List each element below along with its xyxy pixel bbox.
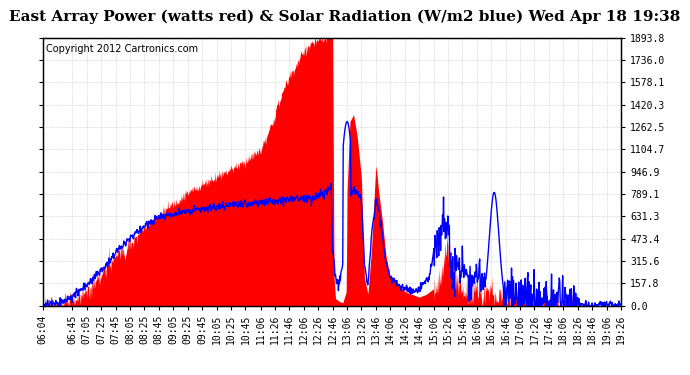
- Text: East Array Power (watts red) & Solar Radiation (W/m2 blue) Wed Apr 18 19:38: East Array Power (watts red) & Solar Rad…: [9, 9, 681, 24]
- Text: Copyright 2012 Cartronics.com: Copyright 2012 Cartronics.com: [46, 44, 198, 54]
